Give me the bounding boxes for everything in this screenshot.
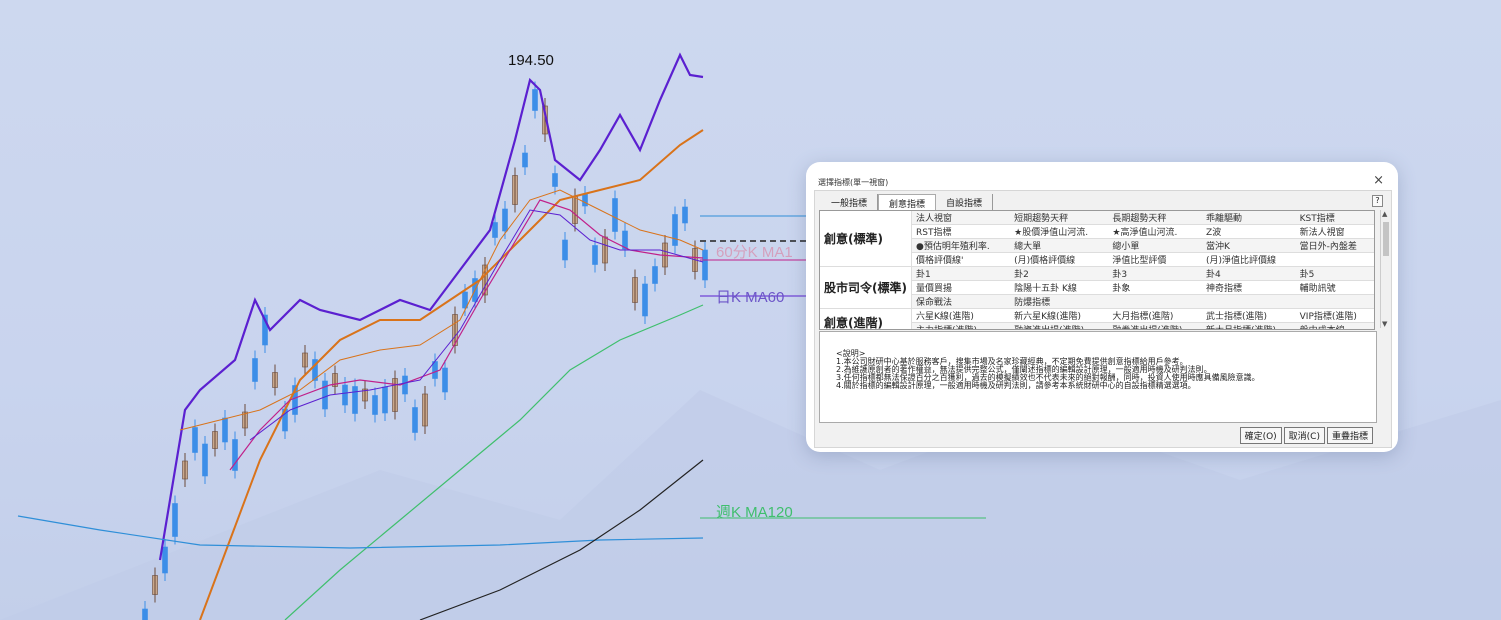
indicator-item[interactable]: 法人視窗	[911, 211, 1011, 225]
indicator-item[interactable]: 當沖K	[1202, 238, 1296, 253]
tab-creative[interactable]: 創意指標	[878, 194, 937, 212]
ma-green-line	[284, 304, 704, 620]
candlestick-series	[142, 81, 708, 620]
category-label: 股市司令(標準)	[820, 266, 912, 309]
indicator-item[interactable]: 融資進出場(進階)	[1010, 322, 1109, 329]
indicator-item[interactable]: 武士指標(進階)	[1202, 308, 1296, 323]
indicator-item[interactable]: 六星K線(進階)	[911, 308, 1011, 323]
indicator-item[interactable]: Z波	[1202, 224, 1296, 239]
note-line: <說明>	[836, 349, 866, 358]
category-label: 創意(標準)	[820, 211, 912, 267]
indicator-item[interactable]: 卦5	[1295, 266, 1374, 281]
indicator-item[interactable]: RST指標	[911, 224, 1011, 239]
indicator-item[interactable]: 主力指標(進階)	[911, 322, 1011, 329]
indicator-item	[1295, 294, 1374, 309]
indicator-item[interactable]: 輔助訊號	[1295, 280, 1374, 295]
note-line: 1.本公司財研中心基於服務客戶，搜集市場及名家珍藏經典，不定期免費提供創意指標給…	[836, 357, 1188, 366]
table-row: 創意(進階) 六星K線(進階) 新六星K線(進階) 大月指標(進階) 武士指標(進階) V…	[820, 308, 1374, 329]
indicator-item[interactable]: 總大單	[1010, 238, 1109, 253]
indicator-item[interactable]: 當日外-內盤差	[1295, 238, 1374, 253]
note-line: 3.任何指標都無法保證百分之百獲利，過去的模擬績效也不代表未來的絕對報酬，同時，…	[836, 373, 1260, 382]
indicator-item[interactable]: 盤中成本線	[1295, 322, 1374, 329]
indicator-item[interactable]: 卦象	[1108, 280, 1203, 295]
price-high-label: 194.50	[508, 52, 554, 69]
tab-general[interactable]: 一般指標	[821, 194, 879, 212]
indicator-item[interactable]: 長期趨勢天秤	[1108, 211, 1203, 225]
ma-label-faint: 60分K MA1	[716, 244, 793, 261]
category-label: 創意(進階)	[820, 308, 912, 329]
indicator-item[interactable]: 防爆指標	[1010, 294, 1109, 309]
indicator-item	[1295, 252, 1374, 267]
ma-black-line	[419, 459, 704, 620]
scroll-down-icon[interactable]: ▼	[1382, 320, 1388, 328]
indicator-item[interactable]: 卦4	[1202, 266, 1296, 281]
indicator-item[interactable]: 保命戰法	[911, 294, 1011, 309]
dialog-title: 選擇指標(單一視窗)	[818, 178, 889, 187]
indicator-item[interactable]: 淨值比型評價	[1108, 252, 1203, 267]
tab-bar: 一般指標 創意指標 自設指標	[821, 194, 994, 212]
grid-scrollbar[interactable]: ▲ ▼	[1380, 210, 1391, 328]
note-line: 2.為維護原創者的著作權益，無法提供完整公式，僅闡述指標的編輯設計原理，一般適用…	[836, 365, 1212, 374]
ma-magenta-line	[229, 199, 704, 471]
indicator-item	[1202, 294, 1296, 309]
indicator-item[interactable]: 總小單	[1108, 238, 1203, 253]
indicator-item[interactable]: 陰陽十五卦 K線	[1010, 280, 1109, 295]
indicator-table: 創意(標準) 法人視窗 短期趨勢天秤 長期趨勢天秤 乖離驅動 KST指標 RST指標 ★股價淨…	[820, 211, 1374, 329]
button-bar: 確定(O) 取消(C) 重疊指標	[1239, 427, 1373, 444]
indicator-item[interactable]: 價格評價線'	[911, 252, 1011, 267]
indicator-item[interactable]: KST指標	[1295, 211, 1374, 225]
ma-orange-thin-line	[179, 189, 704, 431]
indicator-item[interactable]: 卦3	[1108, 266, 1203, 281]
indicator-grid: 創意(標準) 法人視窗 短期趨勢天秤 長期趨勢天秤 乖離驅動 KST指標 RST指標 ★股價淨…	[819, 210, 1375, 330]
indicator-item[interactable]: 大月指標(進階)	[1108, 308, 1203, 323]
indicator-item[interactable]: 乖離驅動	[1202, 211, 1296, 225]
indicator-item[interactable]: 融券進出場(進階)	[1108, 322, 1203, 329]
indicator-item[interactable]: 卦2	[1010, 266, 1109, 281]
ok-button[interactable]: 確定(O)	[1239, 427, 1282, 444]
table-row: 主力指標(進階)融資進出場(進階)融券進出場(進階)新大月指標(進階)盤中成本線	[820, 322, 1374, 329]
indicator-item[interactable]: 新大月指標(進階)	[1202, 322, 1296, 329]
indicator-item[interactable]: VIP指標(進階)	[1295, 308, 1374, 323]
note-line: 4.關於指標的編輯設計原理，一般適用時機及研判法則，請參考本系統財研中心的自設指…	[836, 381, 1196, 390]
scroll-up-icon[interactable]: ▲	[1382, 210, 1388, 218]
ma-purple-line	[158, 52, 704, 561]
indicator-item	[1108, 294, 1203, 309]
indicator-item[interactable]: ★股價淨值山河流.	[1010, 224, 1109, 239]
table-row: 保命戰法 防爆指標	[820, 294, 1374, 309]
cancel-button[interactable]: 取消(C)	[1283, 427, 1325, 444]
indicator-item[interactable]: (月)淨值比評價線	[1202, 252, 1296, 267]
ma60-label: 日K MA60	[716, 289, 785, 306]
ma-violet-thin-line	[249, 209, 704, 441]
ma-blue-line	[17, 515, 704, 549]
indicator-select-dialog: 選擇指標(單一視窗) × 一般指標 創意指標 自設指標 ? 創意(標準) 法人視窗…	[806, 162, 1398, 452]
close-icon[interactable]: ×	[1373, 173, 1384, 188]
indicator-item[interactable]: ●預估明年殖利率.	[911, 238, 1011, 253]
table-row: ●預估明年殖利率. 總大單 總小單 當沖K 當日外-內盤差	[820, 238, 1374, 253]
indicator-item[interactable]: (月)價格評價線	[1010, 252, 1109, 267]
dialog-body: 一般指標 創意指標 自設指標 ? 創意(標準) 法人視窗 短期趨勢天秤 長期趨勢天秤乖…	[814, 190, 1392, 448]
table-row: 價格評價線' (月)價格評價線 淨值比型評價 (月)淨值比評價線	[820, 252, 1374, 267]
indicator-item[interactable]: 新法人視窗	[1295, 224, 1374, 239]
indicator-item[interactable]: 神奇指標	[1202, 280, 1296, 295]
table-row: 股市司令(標準) 卦1 卦2 卦3 卦4 卦5	[820, 266, 1374, 309]
overlay-indicator-button[interactable]: 重疊指標	[1326, 427, 1373, 444]
indicator-item[interactable]: 量價買揚	[911, 280, 1011, 295]
tab-custom[interactable]: 自設指標	[936, 194, 994, 212]
table-row: 創意(標準) 法人視窗 短期趨勢天秤 長期趨勢天秤 乖離驅動 KST指標	[820, 211, 1374, 267]
description-box: <說明> 1.本公司財研中心基於服務客戶，搜集市場及名家珍藏經典，不定期免費提供…	[819, 331, 1377, 423]
ma-orange-line	[199, 129, 704, 620]
table-row: RST指標 ★股價淨值山河流. ★高淨值山河流. Z波 新法人視窗	[820, 224, 1374, 239]
moving-average-lines	[17, 52, 704, 620]
indicator-item[interactable]: 新六星K線(進階)	[1010, 308, 1109, 323]
indicator-item[interactable]: 卦1	[911, 266, 1011, 281]
indicator-item[interactable]: 短期趨勢天秤	[1010, 211, 1109, 225]
help-button[interactable]: ?	[1372, 195, 1383, 207]
table-row: 量價買揚 陰陽十五卦 K線 卦象 神奇指標 輔助訊號	[820, 280, 1374, 295]
scroll-thumb[interactable]	[1383, 222, 1389, 256]
ma120-label: 週K MA120	[716, 504, 793, 521]
indicator-item[interactable]: ★高淨值山河流.	[1108, 224, 1203, 239]
